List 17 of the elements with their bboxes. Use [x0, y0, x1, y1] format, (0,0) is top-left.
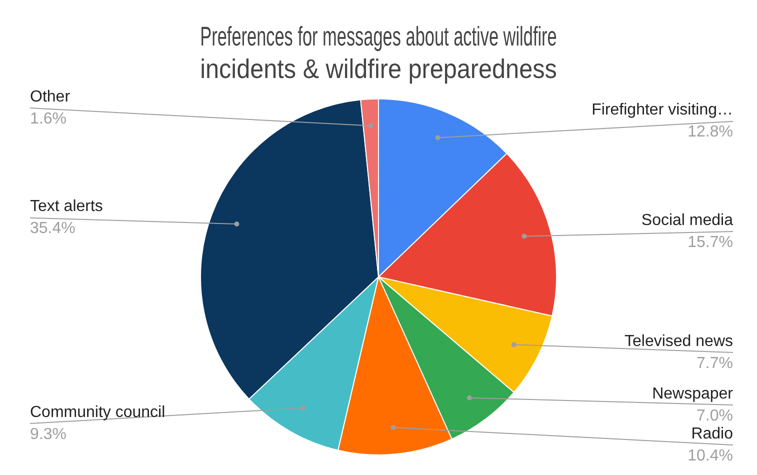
slice-label: Community council: [30, 404, 166, 421]
data-label: 7.7%: [696, 354, 733, 372]
slice-label: Social media: [641, 212, 734, 229]
slice-label: Other: [30, 88, 71, 106]
slice-label: Radio: [691, 425, 734, 442]
data-label: 7.0%: [696, 407, 733, 424]
data-label: 9.3%: [30, 426, 66, 443]
slice-label: Firefighter visiting…: [592, 102, 733, 119]
slice-label: Text alerts: [30, 198, 103, 216]
data-label: 15.7%: [688, 234, 733, 251]
data-label: 10.4%: [688, 447, 733, 464]
chart-title: Preferences for messages about active wildfire incidents & wildfire preparedness: [200, 22, 557, 84]
data-label: 1.6%: [30, 110, 66, 128]
data-label: 12.8%: [688, 124, 733, 141]
slice-label: Televised news: [624, 332, 733, 350]
data-label: 35.4%: [30, 220, 76, 238]
slice-label: Newspaper: [652, 385, 734, 402]
